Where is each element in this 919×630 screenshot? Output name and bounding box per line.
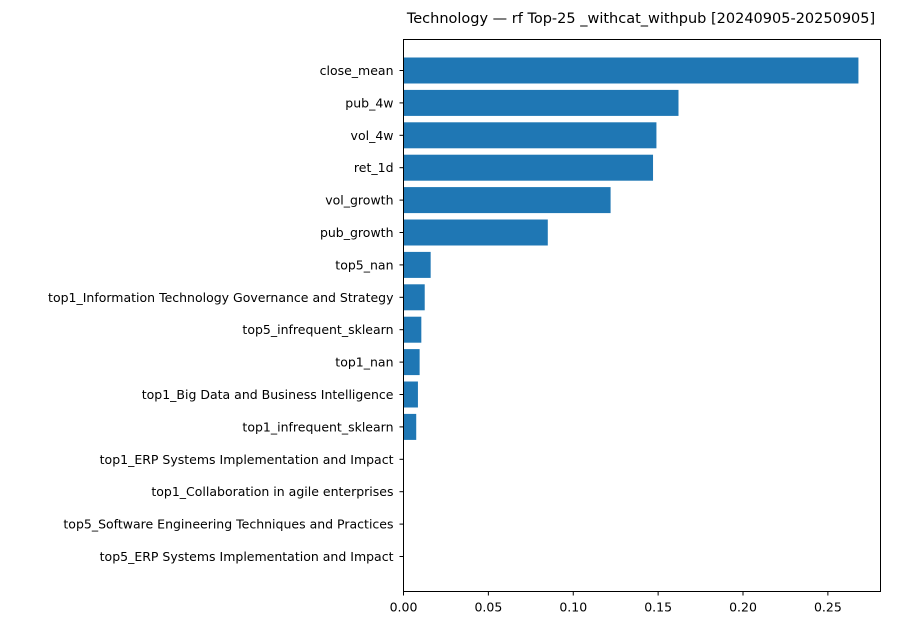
y-tick-label: top1_Information Technology Governance a… bbox=[48, 290, 394, 305]
bar-2 bbox=[403, 122, 657, 149]
bar-4 bbox=[403, 187, 611, 214]
y-tick-label: pub_growth bbox=[320, 225, 394, 240]
y-tick-label: top5_Software Engineering Techniques and… bbox=[63, 517, 393, 532]
bar-3 bbox=[403, 154, 654, 181]
y-tick-label: top5_infrequent_sklearn bbox=[242, 322, 393, 337]
bar-7 bbox=[403, 284, 425, 311]
y-tick-label: top5_ERP Systems Implementation and Impa… bbox=[100, 549, 394, 564]
x-tick-label: 0.15 bbox=[644, 600, 672, 615]
chart-title: Technology — rf Top-25 _withcat_withpub … bbox=[406, 11, 875, 27]
x-tick-label: 0.00 bbox=[390, 600, 418, 615]
y-tick-label: top5_nan bbox=[335, 257, 393, 272]
y-tick-label: top1_ERP Systems Implementation and Impa… bbox=[100, 452, 394, 467]
bar-8 bbox=[403, 316, 422, 343]
y-tick-label: top1_infrequent_sklearn bbox=[242, 419, 393, 434]
bar-9 bbox=[403, 349, 420, 376]
y-tick-label: top1_Collaboration in agile enterprises bbox=[151, 484, 393, 499]
bar-10 bbox=[403, 381, 418, 408]
y-tick-label: pub_4w bbox=[345, 95, 393, 110]
x-ticks: 0.00 0.05 0.10 0.15 0.20 0.25 bbox=[390, 591, 842, 615]
bar-0 bbox=[403, 57, 859, 84]
y-tick-label: vol_4w bbox=[351, 128, 394, 143]
y-tick-label: vol_growth bbox=[325, 193, 393, 208]
plot-frame bbox=[403, 39, 881, 592]
x-tick-label: 0.20 bbox=[729, 600, 757, 615]
bars-group bbox=[403, 57, 859, 440]
y-tick-label: top1_nan bbox=[335, 355, 393, 370]
y-tick-label: close_mean bbox=[320, 63, 394, 78]
y-tick-label: ret_1d bbox=[354, 160, 394, 175]
bar-1 bbox=[403, 89, 679, 116]
x-tick-label: 0.25 bbox=[814, 600, 842, 615]
y-tick-label: top1_Big Data and Business Intelligence bbox=[142, 387, 394, 402]
bar-6 bbox=[403, 251, 431, 278]
bar-11 bbox=[403, 413, 417, 440]
x-tick-label: 0.05 bbox=[474, 600, 502, 615]
x-tick-label: 0.10 bbox=[559, 600, 587, 615]
y-tick-labels: close_mean pub_4w vol_4w ret_1d vol_growthpu… bbox=[48, 63, 404, 564]
bar-5 bbox=[403, 219, 548, 246]
